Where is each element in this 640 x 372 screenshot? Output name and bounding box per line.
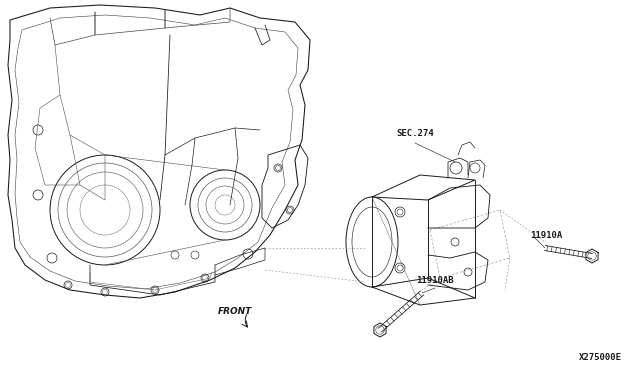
- Text: FRONT: FRONT: [218, 308, 252, 317]
- Text: 11910AB: 11910AB: [416, 276, 454, 285]
- Text: SEC.274: SEC.274: [396, 129, 434, 138]
- Text: 11910A: 11910A: [530, 231, 563, 240]
- Text: X275000E: X275000E: [579, 353, 622, 362]
